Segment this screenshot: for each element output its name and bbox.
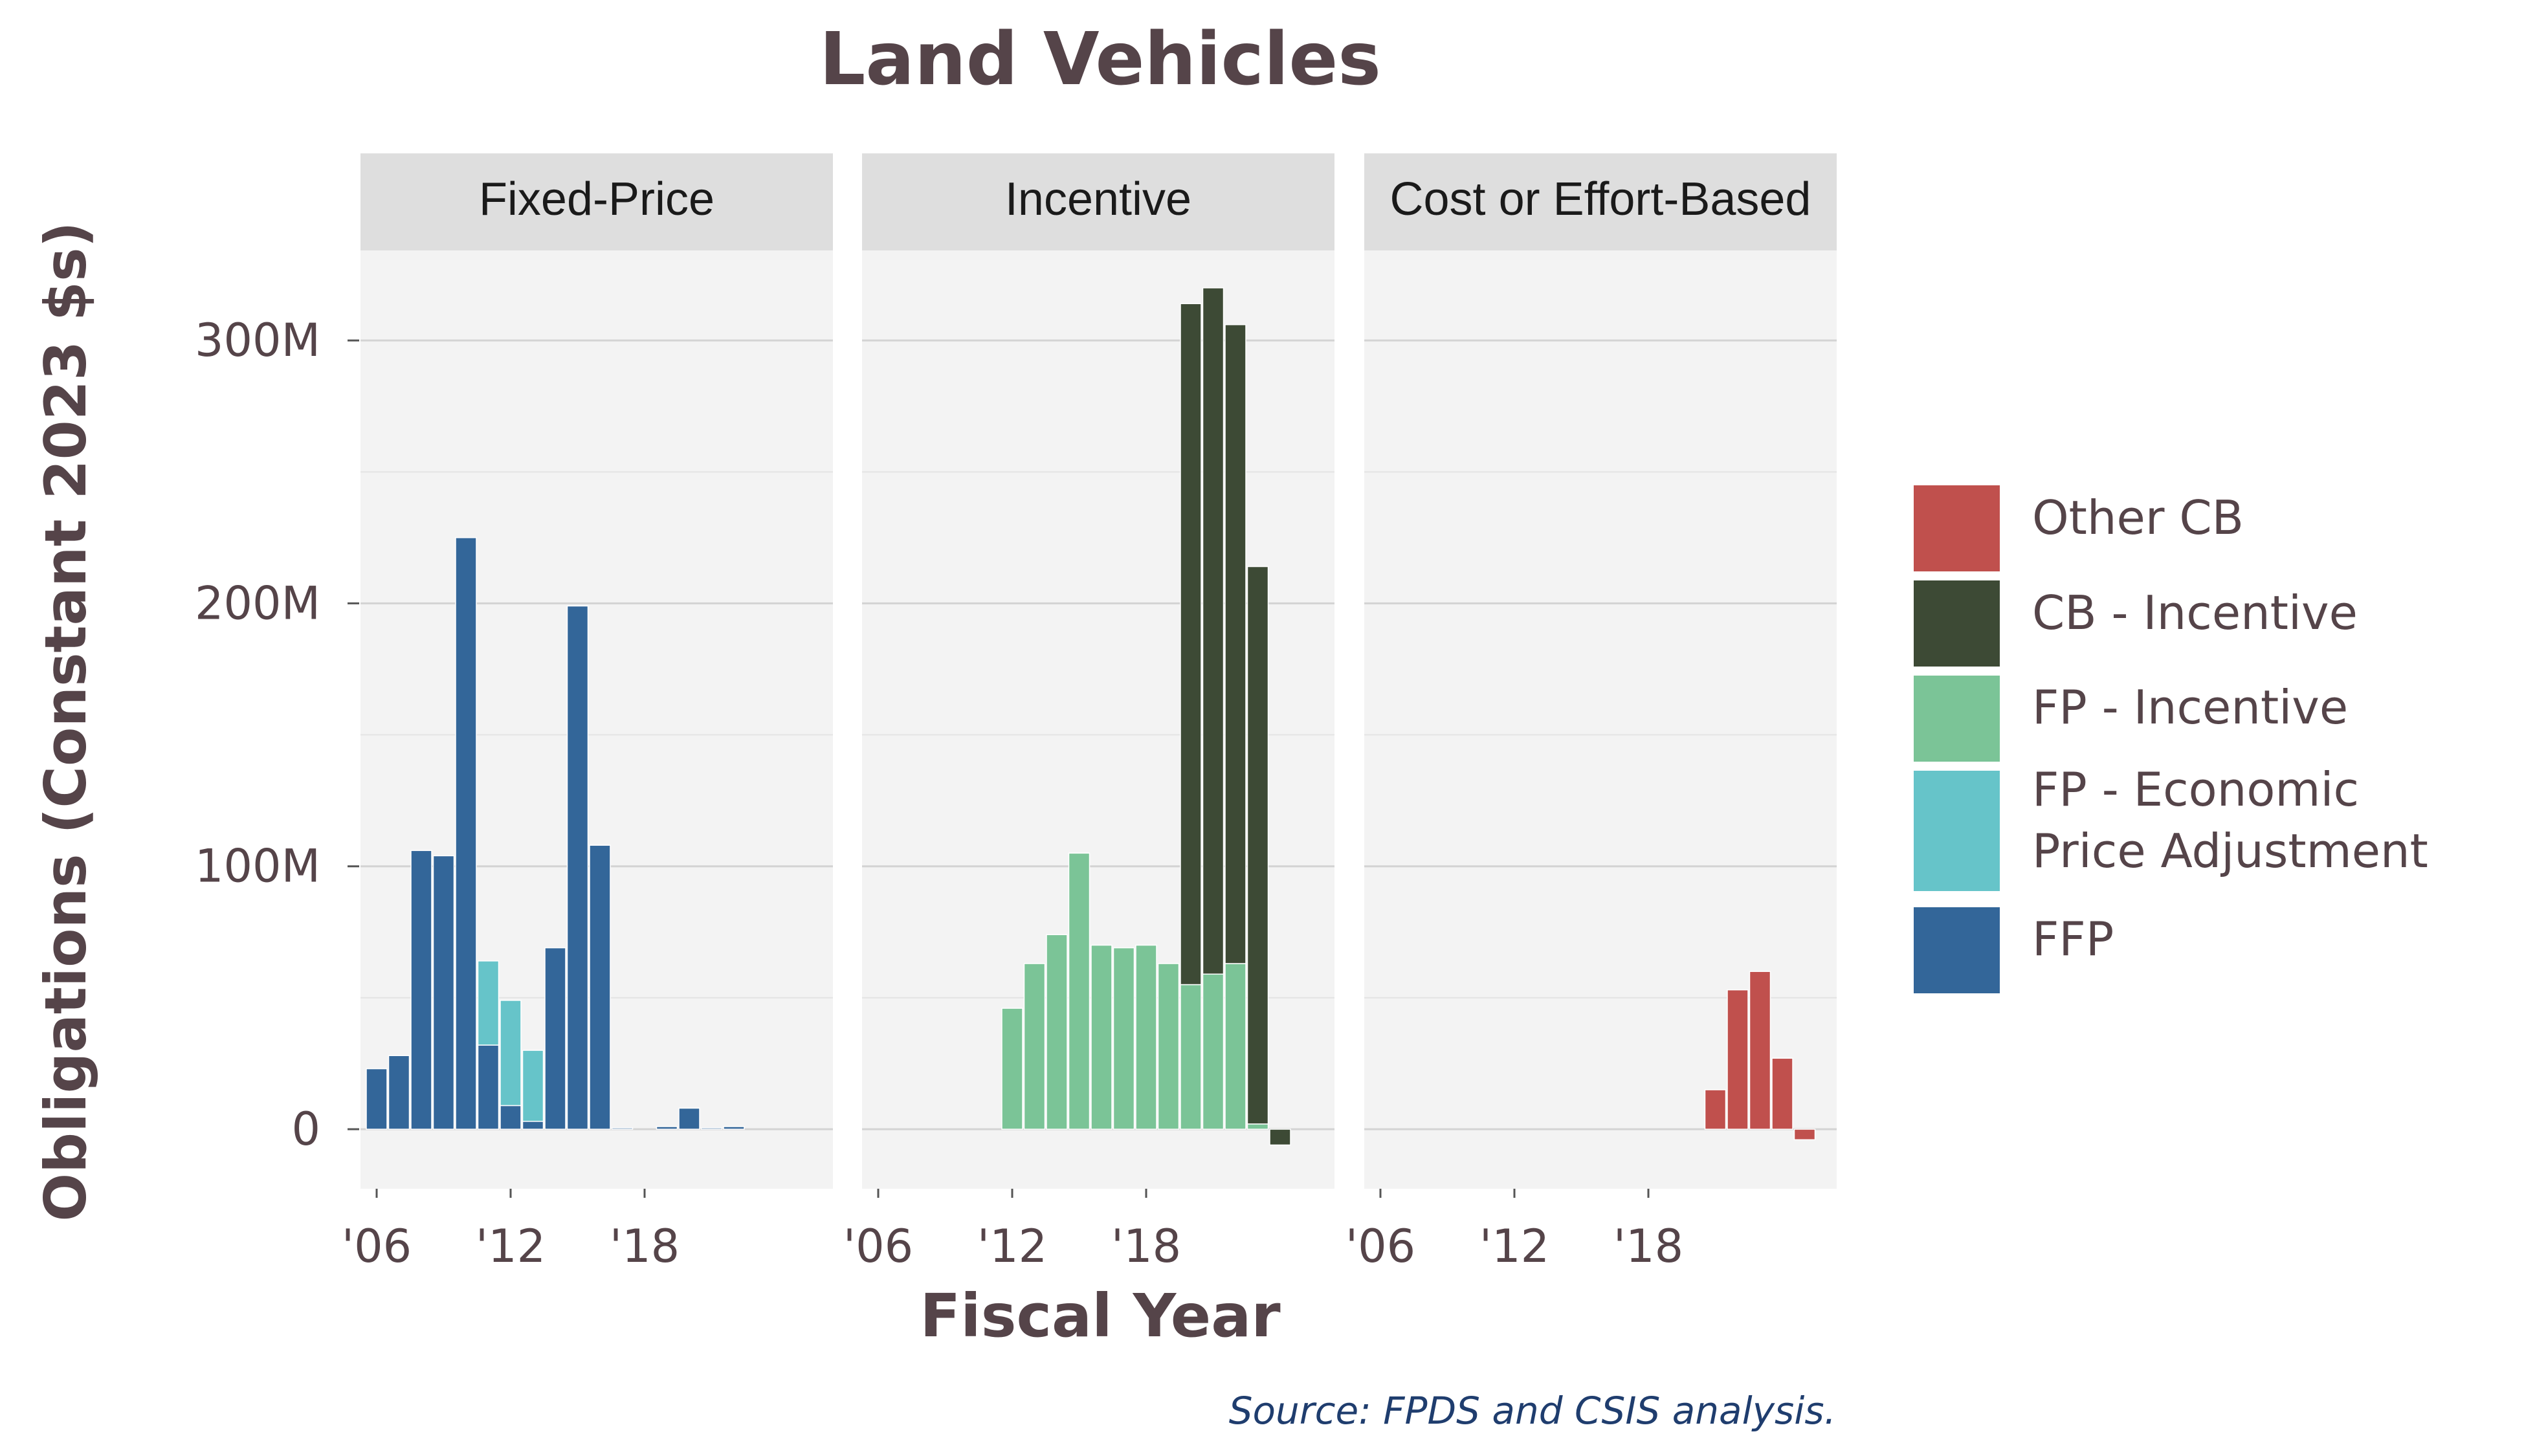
bar-ffp-2019 bbox=[656, 1126, 678, 1130]
bar-fp_incentive-2022 bbox=[1224, 963, 1246, 1130]
bar-other_cb-2024 bbox=[1771, 1057, 1793, 1130]
bar-ffp-2017 bbox=[611, 1127, 634, 1130]
bar-ffp-2013 bbox=[522, 1121, 544, 1130]
facet-strip-label: Cost or Effort-Based bbox=[1390, 173, 1811, 225]
bar-fp_incentive-2012 bbox=[1001, 1008, 1023, 1130]
bar-ffp-2021 bbox=[700, 1127, 723, 1130]
panel-3: Cost or Effort-Based '06 '12 '18 bbox=[1345, 153, 1837, 1273]
bar-fp_epa-2013 bbox=[522, 1050, 544, 1122]
legend-key-cb_incentive bbox=[1911, 578, 2002, 669]
chart-title: Land Vehicles bbox=[819, 17, 1381, 102]
source-note: Source: FPDS and CSIS analysis. bbox=[1229, 1389, 1836, 1433]
x-tick-label: '06 bbox=[843, 1220, 913, 1273]
bar-fp_incentive-2013 bbox=[1023, 963, 1046, 1130]
facet-strip bbox=[862, 153, 1334, 250]
legend-key-fp_epa bbox=[1911, 768, 2002, 894]
facet-strip bbox=[1364, 153, 1837, 250]
panel-2: Incentive '06 '12 '18 bbox=[843, 153, 1334, 1273]
facet-strip-label: Fixed-Price bbox=[479, 173, 714, 225]
bar-fp_epa-2011 bbox=[477, 960, 500, 1046]
bar-ffp-2010 bbox=[455, 537, 477, 1130]
bar-fp_incentive-2017 bbox=[1113, 947, 1135, 1130]
facet-panels: Fixed-Price'06'12'18Incentive'06'12'18Co… bbox=[342, 153, 1837, 1273]
bar-fp_incentive-2023 bbox=[1246, 1123, 1269, 1130]
bar-fp_incentive-2015 bbox=[1068, 852, 1090, 1130]
x-tick-label: '18 bbox=[1111, 1220, 1181, 1273]
bar-ffp-2006 bbox=[366, 1068, 388, 1130]
bar-fp_incentive-2018 bbox=[1135, 944, 1157, 1130]
y-tick-label: 300M bbox=[195, 314, 320, 367]
x-tick-label: '12 bbox=[1479, 1220, 1549, 1273]
x-tick-label: '18 bbox=[1613, 1220, 1683, 1273]
bar-ffp-2007 bbox=[388, 1055, 410, 1130]
bar-ffp-2009 bbox=[432, 855, 455, 1130]
y-tick-label: 200M bbox=[195, 577, 320, 630]
bar-fp_incentive-2014 bbox=[1046, 934, 1068, 1130]
bar-cb_incentive-2024 bbox=[1269, 1129, 1291, 1146]
legend-label-cb_incentive: CB - Incentive bbox=[2032, 586, 2358, 640]
panel-1: Fixed-Price '06 '12 '18 bbox=[342, 153, 833, 1273]
legend-label-ffp: FFP bbox=[2032, 912, 2114, 966]
legend-label-fp_epa: FP - Economic Price Adjustment bbox=[2032, 762, 2428, 878]
bar-ffp-2011 bbox=[477, 1044, 500, 1130]
bar-other_cb-2023 bbox=[1749, 971, 1771, 1130]
bar-other_cb-2021 bbox=[1704, 1089, 1727, 1130]
x-tick-label: '06 bbox=[342, 1220, 412, 1273]
bar-fp_incentive-2019 bbox=[1157, 963, 1180, 1130]
x-axis-title: Fiscal Year bbox=[920, 1281, 1281, 1351]
legend-label-other_cb: Other CB bbox=[2032, 491, 2244, 545]
bar-ffp-2015 bbox=[566, 605, 589, 1130]
bar-ffp-2020 bbox=[678, 1107, 700, 1130]
bar-ffp-2022 bbox=[723, 1126, 745, 1130]
x-tick-label: '06 bbox=[1345, 1220, 1415, 1273]
bar-fp_incentive-2016 bbox=[1090, 944, 1113, 1130]
bar-ffp-2014 bbox=[544, 947, 566, 1130]
bar-ffp-2012 bbox=[500, 1105, 522, 1130]
bar-ffp-2008 bbox=[410, 850, 432, 1130]
bar-fp_epa-2012 bbox=[500, 1000, 522, 1107]
x-tick-label: '12 bbox=[476, 1220, 546, 1273]
legend: Other CB CB - Incentive FP - Incentive FP -… bbox=[1911, 483, 2428, 996]
facet-strip bbox=[360, 153, 833, 250]
y-axis-title: Obligations (Constant 2023 $s) bbox=[32, 221, 99, 1221]
bar-fp_incentive-2020 bbox=[1180, 984, 1202, 1130]
bar-ffp-2016 bbox=[589, 844, 611, 1130]
bar-fp_incentive-2021 bbox=[1202, 973, 1224, 1130]
legend-key-fp_incentive bbox=[1911, 673, 2002, 764]
y-tick-label: 0 bbox=[291, 1103, 320, 1156]
y-tick-label: 100M bbox=[195, 840, 320, 893]
bar-other_cb-2022 bbox=[1727, 989, 1749, 1130]
legend-key-other_cb bbox=[1911, 483, 2002, 574]
bar-cb_incentive-2021 bbox=[1202, 287, 1224, 975]
y-axis: 0 100M 200M 300M bbox=[195, 314, 359, 1156]
x-tick-label: '18 bbox=[610, 1220, 680, 1273]
bar-cb_incentive-2020 bbox=[1180, 303, 1202, 986]
bar-cb_incentive-2022 bbox=[1224, 324, 1246, 964]
bar-other_cb-2025 bbox=[1793, 1129, 1816, 1141]
legend-label-fp_incentive: FP - Incentive bbox=[2032, 680, 2348, 734]
facet-strip-label: Incentive bbox=[1005, 173, 1191, 225]
legend-key-ffp bbox=[1911, 905, 2002, 996]
x-tick-label: '12 bbox=[977, 1220, 1047, 1273]
bar-cb_incentive-2023 bbox=[1246, 566, 1269, 1125]
